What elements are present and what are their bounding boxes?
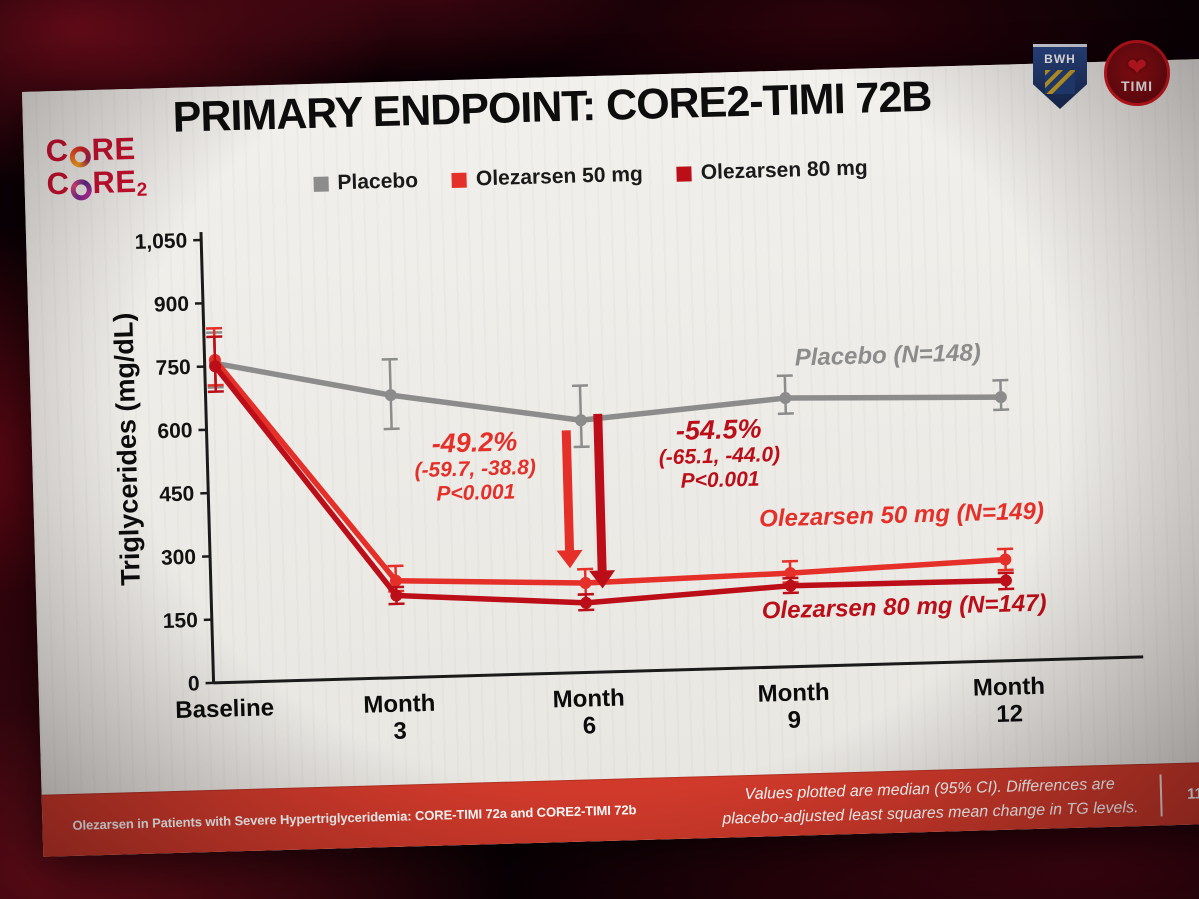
annotation-month6-80mg: -54.5% (-65.1, -44.0) P<0.001 [618,412,820,496]
legend-item-placebo: Placebo [313,169,418,196]
svg-text:450: 450 [159,482,195,506]
series-label-placebo: Placebo (N=148) [794,339,982,372]
page-number: 11 [1186,785,1199,803]
legend-item-olezarsen-50: Olezarsen 50 mg [451,162,644,192]
footer-separator [1159,773,1163,816]
chart: Triglycerides (mg/dL) 0 150 300 450 600 750 90… [91,189,1167,793]
svg-text:300: 300 [161,546,197,570]
bwh-shield-logo: BWH [1033,44,1087,109]
footer-citation: Olezarsen in Patients with Severe Hypert… [72,802,637,833]
footer-note: Values plotted are median (95% CI). Diff… [721,772,1139,830]
olezarsen-80-swatch-icon [676,165,693,182]
svg-text:6: 6 [582,712,596,739]
svg-text:0: 0 [188,672,200,695]
svg-text:Month: Month [552,684,625,713]
svg-text:900: 900 [154,293,190,317]
svg-text:Baseline: Baseline [175,694,274,724]
svg-text:Month: Month [363,690,436,719]
annotation-month6-50mg: -49.2% (-59.7, -38.8) P<0.001 [382,425,569,508]
timi-circle: ❤ TIMI [1104,40,1170,106]
svg-text:Month: Month [973,673,1046,702]
svg-text:3: 3 [393,718,407,745]
timi-logo-text: TIMI [1121,78,1153,94]
legend-item-olezarsen-80: Olezarsen 80 mg [676,156,868,185]
svg-text:Month: Month [757,679,830,708]
legend-label: Olezarsen 50 mg [475,162,644,191]
timi-logo: ❤ TIMI [1101,30,1173,106]
legend-label: Olezarsen 80 mg [700,156,868,185]
placebo-swatch-icon [313,175,329,192]
slide: C RE C RE2 PRIMARY ENDPOINT: CORE2-TIMI 72… [22,58,1199,857]
svg-text:150: 150 [162,609,198,633]
bwh-logo-text: BWH [1044,52,1076,66]
footer-spacer [636,807,722,809]
olezarsen-50-swatch-icon [451,172,468,188]
heart-icon: ❤ [1126,54,1148,81]
svg-text:600: 600 [157,419,193,443]
svg-text:1,050: 1,050 [134,229,187,253]
core-o-icon [69,146,92,168]
svg-text:12: 12 [996,700,1023,728]
svg-text:9: 9 [787,706,801,733]
institution-logos: BWH ❤ TIMI [1033,30,1173,109]
svg-text:750: 750 [155,356,191,380]
bwh-crest-icon [1045,70,1075,94]
legend-label: Placebo [337,168,419,195]
